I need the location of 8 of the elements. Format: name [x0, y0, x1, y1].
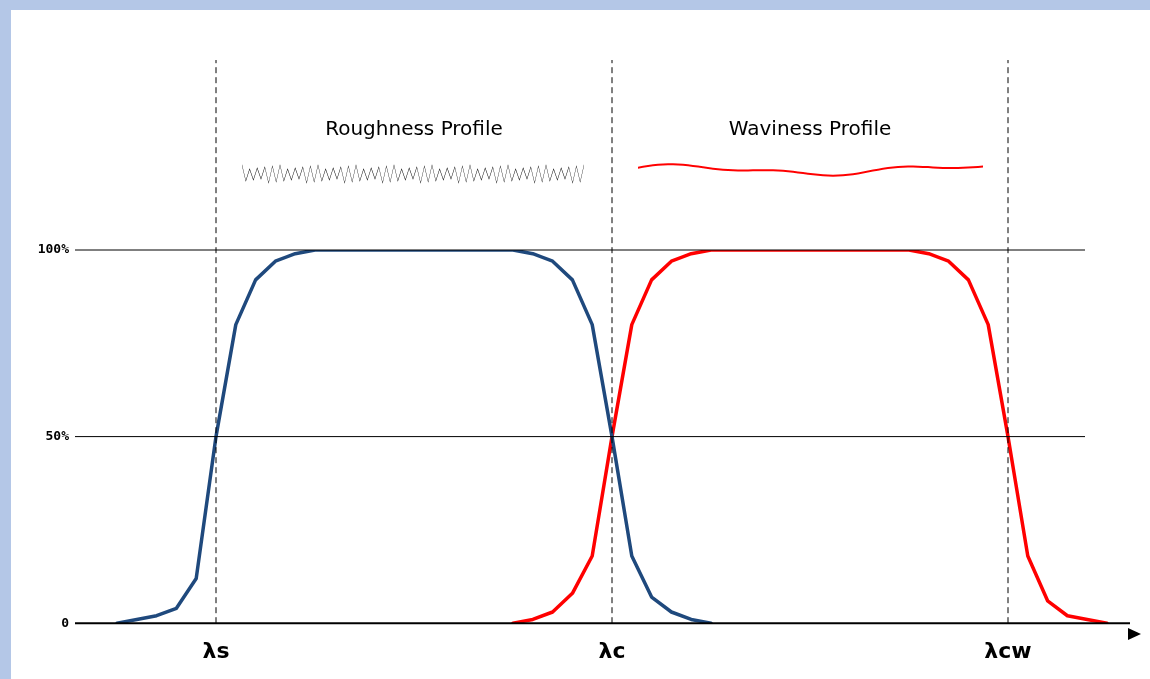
x-tick-label: λcw	[984, 638, 1032, 664]
x-tick-label: λs	[202, 638, 230, 664]
y-tick-label: 50%	[45, 427, 70, 443]
text: Roughness Profile	[325, 116, 503, 141]
y-tick-label: 100%	[37, 241, 70, 257]
y-tick-label: 0	[61, 614, 70, 630]
x-tick-label: λc	[598, 638, 626, 664]
text: Waviness Profile	[728, 116, 892, 141]
